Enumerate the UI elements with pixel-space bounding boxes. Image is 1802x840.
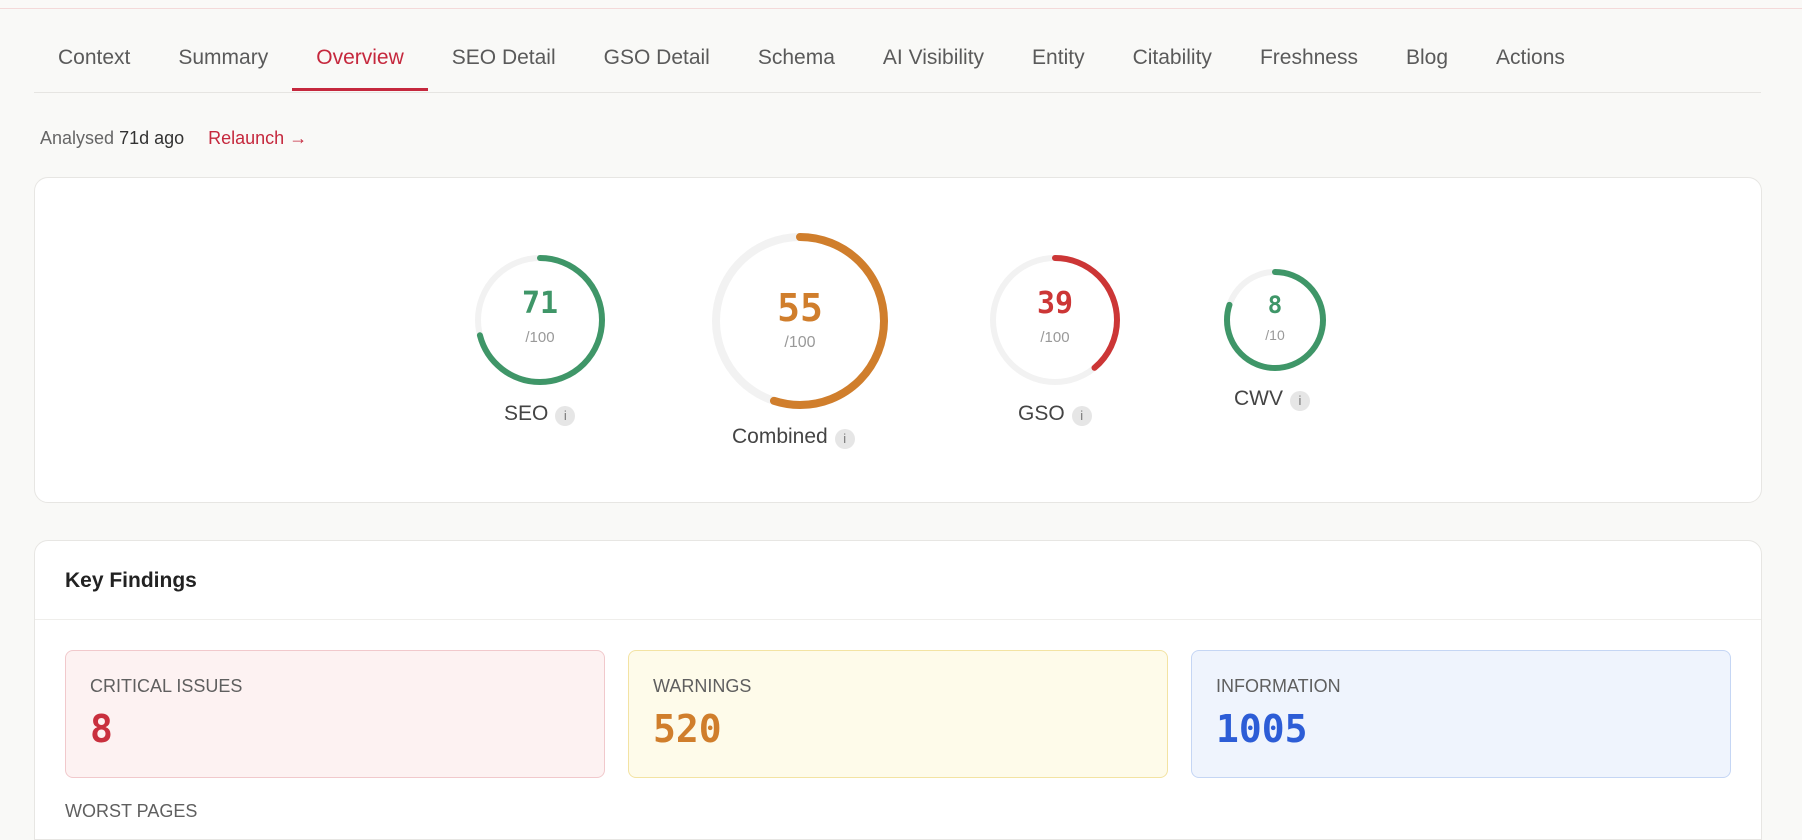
findings-divider — [35, 619, 1761, 620]
gso-label: GSO i — [1018, 402, 1092, 426]
seo-ring — [475, 255, 605, 385]
seo-ring-arc — [475, 255, 605, 385]
worst-pages-heading: WORST PAGES — [65, 801, 198, 821]
info-icon[interactable]: i — [1290, 391, 1310, 411]
tab-ai-visibility[interactable]: AI Visibility — [882, 46, 985, 69]
tab-actions[interactable]: Actions — [1496, 46, 1565, 69]
top-strip — [0, 0, 1802, 9]
cwv-ring-arc — [1224, 269, 1326, 371]
gso-score: 39 — [1036, 286, 1074, 321]
gso-label-text: GSO — [1018, 402, 1065, 425]
warnings-label: WARNINGS — [653, 676, 752, 696]
tab-freshness[interactable]: Freshness — [1259, 46, 1358, 69]
cwv-label: CWV i — [1234, 387, 1310, 411]
tab-entity[interactable]: Entity — [1032, 46, 1085, 69]
scores-card: 71 /100 SEO i 55 /100 Combined i 39 /100… — [34, 177, 1762, 503]
tab-seo-detail[interactable]: SEO Detail — [451, 46, 556, 69]
cwv-ring — [1224, 269, 1326, 371]
combined-gauge: 55 /100 — [710, 231, 890, 411]
gso-ring — [990, 255, 1120, 385]
tab-citability[interactable]: Citability — [1132, 46, 1212, 69]
seo-label-text: SEO — [504, 402, 549, 425]
critical-issues-stat[interactable]: CRITICAL ISSUES 8 — [65, 650, 605, 778]
seo-gauge: 71 /100 — [473, 253, 607, 387]
combined-denominator: /100 — [784, 334, 816, 351]
info-icon[interactable]: i — [1071, 406, 1092, 426]
gso-denominator: /100 — [1040, 329, 1070, 346]
key-findings-title: Key Findings — [65, 569, 197, 592]
analysed-age: 71d ago — [119, 128, 185, 148]
tab-context[interactable]: Context — [58, 46, 131, 69]
seo-score: 71 — [521, 286, 559, 321]
tab-bar: Context Summary Overview SEO Detail GSO … — [34, 30, 1761, 93]
warnings-count: 520 — [653, 707, 722, 751]
relaunch-link[interactable]: Relaunch → — [208, 128, 308, 148]
tab-blog[interactable]: Blog — [1405, 46, 1449, 69]
tab-overview[interactable]: Overview — [292, 30, 428, 91]
tab-gso-detail[interactable]: GSO Detail — [603, 46, 710, 69]
combined-ring-arc — [712, 233, 888, 409]
warnings-stat[interactable]: WARNINGS 520 — [628, 650, 1168, 778]
info-icon[interactable]: i — [555, 406, 576, 426]
seo-label: SEO i — [504, 402, 576, 426]
cwv-label-text: CWV — [1234, 387, 1283, 410]
information-count: 1005 — [1216, 707, 1308, 751]
information-stat[interactable]: INFORMATION 1005 — [1191, 650, 1731, 778]
critical-issues-count: 8 — [90, 707, 113, 751]
gso-gauge: 39 /100 — [988, 253, 1122, 387]
info-icon[interactable]: i — [834, 429, 855, 449]
information-label: INFORMATION — [1216, 676, 1341, 696]
critical-issues-label: CRITICAL ISSUES — [90, 676, 243, 696]
gso-ring-arc — [990, 255, 1120, 385]
cwv-gauge: 8 /10 — [1222, 267, 1328, 373]
cwv-denominator: /10 — [1265, 327, 1285, 343]
analysis-meta: Analysed 71d ago Relaunch → — [40, 128, 307, 149]
cwv-score: 8 — [1267, 291, 1283, 319]
combined-label-text: Combined — [732, 425, 828, 448]
combined-score: 55 — [777, 286, 823, 330]
seo-denominator: /100 — [525, 329, 555, 346]
tab-schema[interactable]: Schema — [757, 46, 835, 69]
analysed-label: Analysed — [40, 128, 115, 148]
tab-summary[interactable]: Summary — [178, 46, 269, 69]
key-findings-card: Key Findings CRITICAL ISSUES 8 WARNINGS … — [34, 540, 1762, 840]
combined-ring — [712, 233, 888, 409]
combined-label: Combined i — [732, 425, 855, 449]
